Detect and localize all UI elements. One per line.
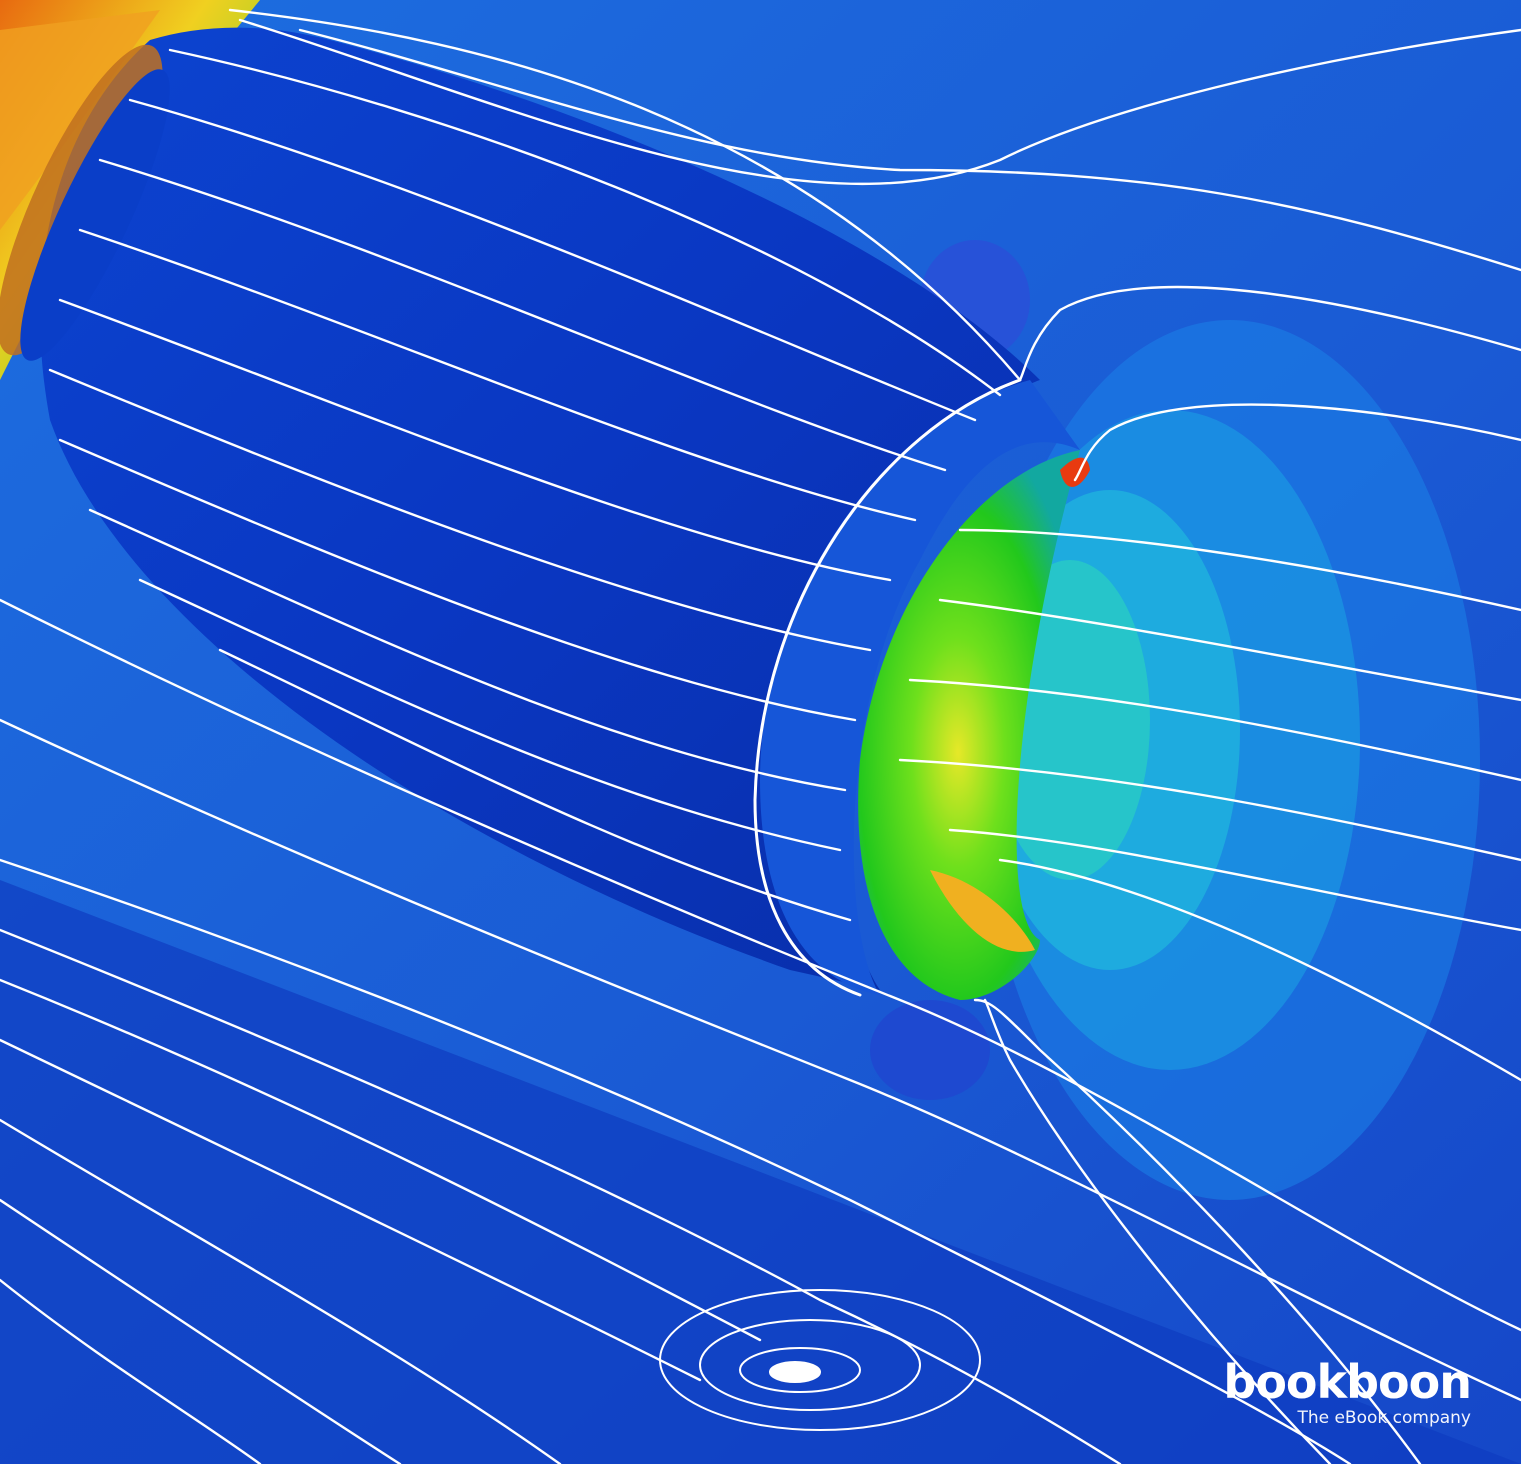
bookboon-tagline: The eBook company bbox=[1297, 1408, 1471, 1428]
lower-flow-region bbox=[0, 880, 1521, 1464]
streamlines bbox=[0, 8, 1521, 1464]
streamline bbox=[0, 928, 1122, 1464]
streamline bbox=[0, 598, 1521, 1332]
streamline bbox=[983, 998, 1332, 1464]
streamline bbox=[908, 678, 1521, 782]
streamline bbox=[958, 528, 1521, 612]
streamline bbox=[58, 438, 857, 722]
streamline bbox=[0, 1198, 402, 1464]
streamline bbox=[0, 978, 762, 1342]
streamline bbox=[138, 578, 842, 852]
streamline bbox=[0, 718, 1521, 1402]
streamline bbox=[218, 648, 852, 922]
bookboon-branding: bookboon The eBook company bbox=[1223, 1355, 1472, 1428]
streamline bbox=[948, 828, 1521, 932]
streamline bbox=[1073, 403, 1521, 482]
streamline bbox=[938, 598, 1521, 702]
streamline bbox=[898, 758, 1521, 862]
streamline bbox=[1018, 285, 1521, 382]
streamline bbox=[58, 298, 892, 582]
intake-ring-streamline bbox=[753, 378, 1022, 997]
streamline bbox=[998, 858, 1521, 1082]
pressure-plume-contours bbox=[870, 240, 1480, 1200]
streamline bbox=[78, 228, 917, 522]
streamline bbox=[228, 8, 1022, 382]
streamline bbox=[128, 98, 977, 422]
streamline bbox=[973, 998, 1422, 1464]
recirculation-vortex bbox=[659, 1289, 981, 1431]
streamline bbox=[0, 1278, 262, 1464]
streamline bbox=[98, 158, 947, 472]
streamline bbox=[0, 1038, 702, 1382]
streamline bbox=[0, 1118, 562, 1464]
streamline bbox=[0, 858, 1352, 1464]
streamline bbox=[48, 368, 872, 652]
streamline bbox=[88, 508, 847, 792]
bookboon-logo: bookboon bbox=[1223, 1355, 1472, 1409]
streamline bbox=[298, 28, 1521, 272]
streamline bbox=[168, 48, 1002, 397]
